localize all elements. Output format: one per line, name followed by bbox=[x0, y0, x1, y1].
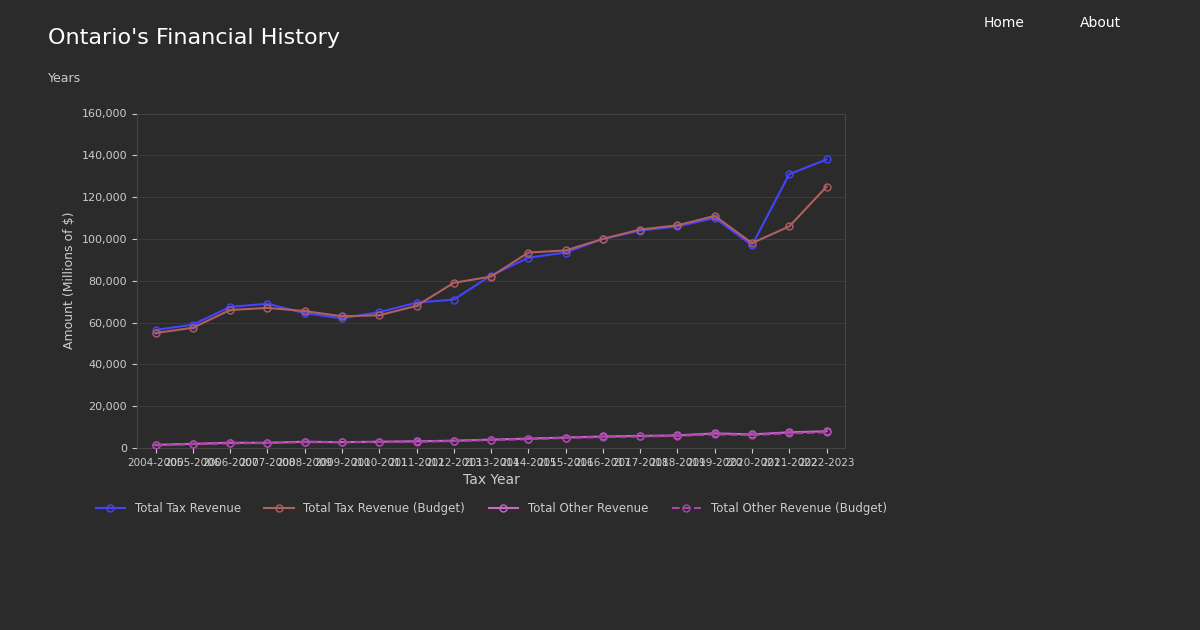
Total Other Revenue (Budget) bbox=[782, 430, 797, 437]
Total Tax Revenue (Budget) bbox=[409, 302, 424, 309]
Total Other Revenue bbox=[446, 437, 461, 444]
Line: Total Other Revenue: Total Other Revenue bbox=[152, 428, 830, 449]
Total Tax Revenue (Budget) bbox=[149, 329, 163, 337]
Total Tax Revenue (Budget) bbox=[595, 235, 610, 243]
Total Other Revenue bbox=[409, 437, 424, 445]
Y-axis label: Amount (Millions of $): Amount (Millions of $) bbox=[62, 212, 76, 350]
Total Tax Revenue bbox=[820, 156, 834, 163]
Line: Total Other Revenue (Budget): Total Other Revenue (Budget) bbox=[152, 429, 830, 449]
Total Tax Revenue bbox=[149, 326, 163, 334]
Text: Home: Home bbox=[984, 16, 1025, 30]
Total Other Revenue (Budget) bbox=[484, 436, 498, 444]
Total Tax Revenue (Budget) bbox=[484, 273, 498, 280]
Total Other Revenue bbox=[632, 432, 647, 440]
Total Other Revenue bbox=[298, 438, 312, 445]
Total Other Revenue bbox=[558, 434, 572, 442]
Line: Total Tax Revenue (Budget): Total Tax Revenue (Budget) bbox=[152, 183, 830, 336]
Total Other Revenue (Budget) bbox=[632, 433, 647, 440]
Total Tax Revenue (Budget) bbox=[260, 304, 275, 312]
Total Tax Revenue (Budget) bbox=[446, 279, 461, 287]
Total Other Revenue (Budget) bbox=[149, 442, 163, 449]
Total Other Revenue (Budget) bbox=[595, 433, 610, 441]
Total Tax Revenue (Budget) bbox=[521, 249, 535, 256]
Total Tax Revenue (Budget) bbox=[372, 311, 386, 319]
Total Tax Revenue (Budget) bbox=[186, 324, 200, 331]
Total Other Revenue (Budget) bbox=[820, 428, 834, 436]
Total Tax Revenue bbox=[223, 303, 238, 311]
Total Tax Revenue bbox=[521, 254, 535, 261]
Total Other Revenue bbox=[595, 433, 610, 440]
Total Tax Revenue bbox=[558, 249, 572, 256]
Total Tax Revenue (Budget) bbox=[745, 239, 760, 247]
Total Tax Revenue bbox=[372, 308, 386, 316]
Text: About: About bbox=[1080, 16, 1121, 30]
Total Other Revenue bbox=[782, 428, 797, 436]
Total Tax Revenue (Budget) bbox=[708, 212, 722, 220]
Total Tax Revenue bbox=[298, 309, 312, 317]
Total Other Revenue bbox=[484, 436, 498, 444]
Total Other Revenue bbox=[149, 441, 163, 449]
Legend: Total Tax Revenue, Total Tax Revenue (Budget), Total Other Revenue, Total Other : Total Tax Revenue, Total Tax Revenue (Bu… bbox=[91, 497, 892, 520]
Total Tax Revenue bbox=[186, 321, 200, 328]
Total Other Revenue bbox=[521, 435, 535, 442]
Total Tax Revenue (Budget) bbox=[335, 312, 349, 320]
Total Other Revenue (Budget) bbox=[521, 435, 535, 443]
Total Tax Revenue (Budget) bbox=[223, 306, 238, 314]
Total Other Revenue bbox=[186, 440, 200, 447]
X-axis label: Tax Year: Tax Year bbox=[463, 473, 520, 487]
Total Other Revenue (Budget) bbox=[745, 432, 760, 439]
Total Other Revenue bbox=[223, 439, 238, 447]
Total Other Revenue bbox=[671, 432, 685, 439]
Total Other Revenue (Budget) bbox=[446, 437, 461, 445]
Total Tax Revenue (Budget) bbox=[782, 222, 797, 230]
Total Tax Revenue bbox=[260, 300, 275, 307]
Total Tax Revenue bbox=[745, 241, 760, 249]
Text: Ontario's Financial History: Ontario's Financial History bbox=[48, 28, 340, 48]
Total Tax Revenue bbox=[782, 170, 797, 178]
Total Tax Revenue bbox=[595, 235, 610, 243]
Total Other Revenue (Budget) bbox=[298, 438, 312, 446]
Total Other Revenue (Budget) bbox=[186, 440, 200, 448]
Total Tax Revenue bbox=[484, 272, 498, 279]
Total Tax Revenue bbox=[708, 214, 722, 222]
Total Other Revenue bbox=[708, 430, 722, 437]
Total Tax Revenue bbox=[335, 314, 349, 322]
Total Tax Revenue bbox=[671, 222, 685, 230]
Total Other Revenue (Budget) bbox=[558, 434, 572, 442]
Total Other Revenue (Budget) bbox=[671, 432, 685, 440]
Text: Years: Years bbox=[48, 72, 82, 85]
Total Other Revenue bbox=[372, 438, 386, 445]
Total Tax Revenue bbox=[409, 299, 424, 306]
Total Tax Revenue bbox=[632, 227, 647, 234]
Total Other Revenue (Budget) bbox=[260, 439, 275, 447]
Total Tax Revenue (Budget) bbox=[558, 247, 572, 255]
Total Other Revenue bbox=[335, 438, 349, 446]
Total Other Revenue bbox=[260, 439, 275, 447]
Total Tax Revenue (Budget) bbox=[820, 183, 834, 190]
Total Other Revenue (Budget) bbox=[372, 438, 386, 445]
Total Other Revenue (Budget) bbox=[409, 438, 424, 445]
Total Other Revenue (Budget) bbox=[708, 431, 722, 438]
Total Other Revenue bbox=[745, 431, 760, 438]
Total Other Revenue (Budget) bbox=[335, 438, 349, 446]
Total Tax Revenue (Budget) bbox=[671, 222, 685, 229]
Total Tax Revenue (Budget) bbox=[298, 307, 312, 315]
Total Tax Revenue (Budget) bbox=[632, 226, 647, 233]
Total Other Revenue bbox=[820, 428, 834, 435]
Total Tax Revenue bbox=[446, 295, 461, 303]
Total Other Revenue (Budget) bbox=[223, 440, 238, 447]
Line: Total Tax Revenue: Total Tax Revenue bbox=[152, 156, 830, 333]
